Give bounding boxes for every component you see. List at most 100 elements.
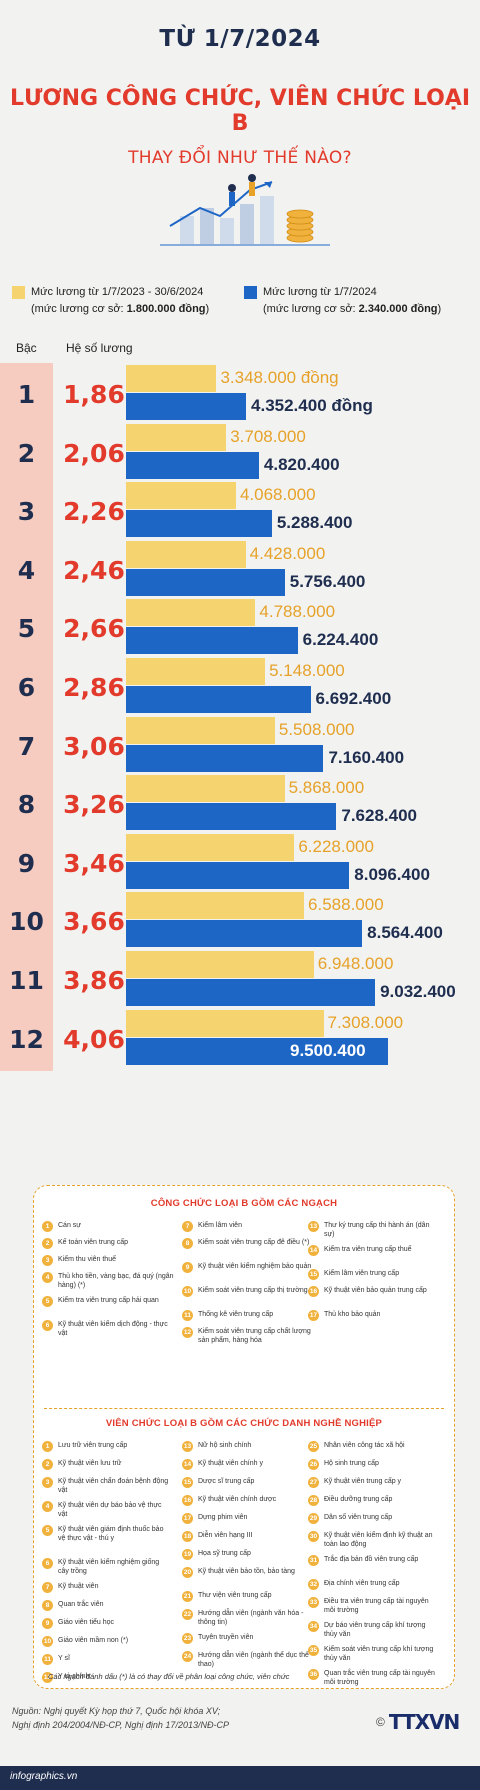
grade-label: 10	[0, 890, 53, 954]
item-label: Dựng phim viên	[198, 1514, 248, 1521]
list-item: 16 Kỹ thuật viên chính dược	[182, 1495, 310, 1506]
list-item: 36 Quan trắc viên trung cấp tài nguyên mô…	[308, 1669, 436, 1687]
list-item: 4 Kỹ thuật viên dự báo bảo vệ thực vật	[42, 1501, 170, 1519]
list-item: 33 Điều tra viên trung cấp tài nguyên môi…	[308, 1597, 436, 1615]
legend-new-label: Mức lương từ 1/7/2024	[263, 286, 377, 298]
list-item: 16 Kỹ thuật viên bảo quản trung cấp	[308, 1286, 440, 1297]
bar-new-salary	[126, 568, 285, 596]
item-number: 29	[308, 1513, 319, 1524]
grade-label: 12	[0, 1007, 53, 1071]
value-label-new: 8.096.400	[354, 864, 430, 884]
list-item: 30 Kỹ thuật viên kiểm định kỹ thuật an to…	[308, 1531, 436, 1549]
coefficient-label: 3,26	[63, 790, 125, 820]
list-item: 28 Điều dưỡng trung cấp	[308, 1495, 436, 1506]
item-number: 17	[182, 1513, 193, 1524]
item-number: 7	[42, 1582, 53, 1593]
list-item: 2 Kế toán viên trung cấp	[42, 1238, 174, 1249]
value-label-new: 6.224.400	[302, 630, 379, 650]
item-number: 4	[42, 1501, 53, 1512]
bar-old-salary	[126, 423, 227, 451]
value-label-old: 5.148.000	[269, 661, 345, 680]
legend-new-base-value: 2.340.000 đồng	[358, 303, 438, 315]
bar-old-salary	[126, 716, 275, 744]
legend-old-swatch	[12, 286, 25, 299]
header: TỪ 1/7/2024 LƯƠNG CÔNG CHỨC, VIÊN CHỨC L…	[0, 0, 480, 168]
logo-text: TTXVN	[388, 1710, 460, 1734]
item-number: 10	[42, 1636, 53, 1647]
list-item: 3 Kỹ thuật viên chẩn đoán bệnh động vật	[42, 1477, 170, 1495]
item-label: Dự báo viên trung cấp khí tượng thủy văn	[324, 1622, 426, 1638]
item-label: Kỹ thuật viên chính y	[198, 1460, 263, 1467]
column-header-grade: Bậc	[16, 341, 37, 355]
item-number: 14	[182, 1459, 193, 1470]
value-label-new: 4.352.400 đồng	[251, 396, 373, 415]
item-number: 11	[182, 1310, 193, 1321]
legend-old: Mức lương từ 1/7/2023 - 30/6/2024 (mức l…	[12, 284, 209, 318]
item-label: Cán sự	[58, 1222, 81, 1229]
bar-new-salary	[126, 979, 376, 1006]
salary-row: 1 1,86 3.348.000 đồng 4.352.400 đồng	[0, 363, 480, 426]
source-note: Nguồn: Nghị quyết Kỳ họp thứ 7, Quốc hội…	[12, 1704, 229, 1732]
growth-illustration	[160, 174, 330, 246]
item-label: Kiểm soát viên trung cấp chất lượng sản …	[198, 1328, 311, 1344]
item-label: Kỹ thuật viên chẩn đoán bệnh động vật	[58, 1478, 169, 1494]
item-number: 2	[42, 1459, 53, 1470]
item-label: Kỹ thuật viên kiểm dịch động - thực vật	[58, 1321, 168, 1337]
item-label: Hộ sinh trung cấp	[324, 1460, 379, 1467]
item-label: Thống kê viên trung cấp	[198, 1311, 274, 1318]
item-number: 13	[308, 1221, 319, 1232]
source-line-2: Nghị định 204/2004/NĐ-CP, Nghị định 17/2…	[12, 1720, 229, 1730]
legend-old-base-prefix: (mức lương cơ sở:	[31, 303, 127, 315]
item-label: Kỹ thuật viên chính dược	[198, 1496, 277, 1503]
item-label: Kỹ thuật viên	[58, 1583, 99, 1590]
bar-new-salary	[126, 393, 247, 420]
bar-old-salary	[126, 775, 285, 803]
list-item: 1 Lưu trữ viên trung cấp	[42, 1441, 170, 1452]
grade-label: 1	[0, 363, 53, 426]
item-label: Kỹ thuật viên bảo quản trung cấp	[324, 1287, 427, 1294]
item-number: 1	[42, 1441, 53, 1452]
vien-chuc-title: VIÊN CHỨC LOẠI B GỒM CÁC CHỨC DANH NGHỀ …	[105, 1418, 383, 1429]
item-label: Điều tra viên trung cấp tài nguyên môi t…	[324, 1598, 429, 1614]
list-item: 35 Kiểm soát viên trung cấp khí tượng thủ…	[308, 1645, 436, 1663]
item-label: Kiểm lâm viên trung cấp	[324, 1270, 400, 1277]
coefficient-label: 3,66	[63, 907, 125, 937]
value-label-old: 3.708.000	[230, 426, 306, 446]
coefficient-label: 2,06	[63, 438, 125, 468]
item-number: 10	[182, 1286, 193, 1297]
item-number: 34	[308, 1621, 319, 1632]
salary-row: 5 2,66 4.788.000 6.224.400	[0, 597, 480, 661]
bar-old-salary	[126, 658, 266, 685]
list-item: 19 Họa sỹ trung cấp	[182, 1549, 310, 1560]
item-number: 36	[308, 1669, 319, 1680]
grade-label: 5	[0, 597, 53, 661]
item-number: 24	[182, 1651, 193, 1662]
list-item: 32 Địa chính viên trung cấp	[308, 1579, 436, 1590]
list-item: 29 Dân số viên trung cấp	[308, 1513, 436, 1524]
list-item: 8 Quan trắc viên	[42, 1600, 170, 1611]
value-label-new: 5.756.400	[289, 571, 366, 591]
list-item: 22 Hướng dẫn viên (ngành văn hóa - thông …	[182, 1609, 310, 1627]
item-number: 3	[42, 1255, 53, 1266]
ttxvn-logo: © TTXVN	[376, 1710, 460, 1734]
item-number: 12	[42, 1672, 53, 1683]
item-label: Kỹ thuật viên trung cấp y	[324, 1478, 402, 1485]
item-number: 9	[42, 1618, 53, 1629]
grade-label: 4	[0, 538, 53, 602]
item-label: Y sĩ	[58, 1655, 70, 1662]
item-number: 2	[42, 1238, 53, 1249]
item-label: Nữ hộ sinh chính	[198, 1442, 252, 1449]
salary-row: 2 2,06 3.708.000 4.820.400	[0, 421, 480, 485]
item-number: 22	[182, 1609, 193, 1620]
legend: Mức lương từ 1/7/2023 - 30/6/2024 (mức l…	[12, 284, 470, 324]
item-label: Kiểm soát viên trung cấp thị trường	[198, 1287, 308, 1294]
legend-old-base-suffix: )	[205, 303, 210, 315]
value-label-old: 5.868.000	[288, 778, 365, 798]
item-label: Quan trắc viên trung cấp tài nguyên môi …	[324, 1670, 435, 1686]
item-label: Hướng dẫn viên (ngành thể dục thể thao)	[198, 1652, 309, 1668]
value-label-new: 9.032.400	[380, 982, 456, 1001]
list-item: 12 Kiểm soát viên trung cấp chất lượng sả…	[182, 1327, 314, 1345]
list-item: 15 Kiểm lâm viên trung cấp	[308, 1269, 440, 1280]
item-label: Điều dưỡng trung cấp	[324, 1496, 393, 1503]
source-line-1: Nguồn: Nghị quyết Kỳ họp thứ 7, Quốc hội…	[12, 1706, 221, 1716]
